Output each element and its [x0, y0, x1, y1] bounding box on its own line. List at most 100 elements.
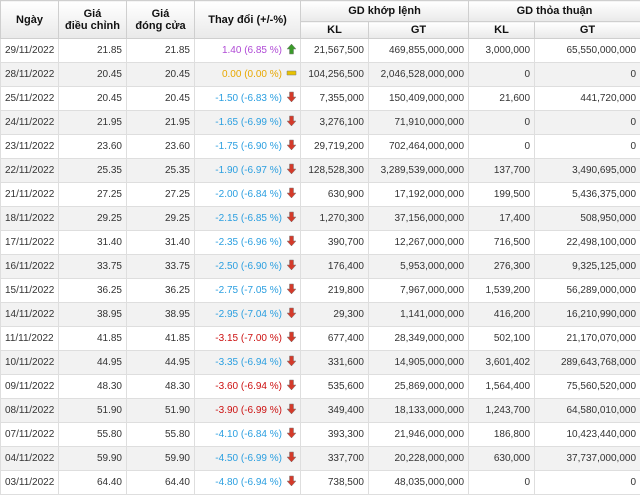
cell-date: 04/11/2022	[0, 446, 59, 471]
cell-negotiated-value: 75,560,520,000	[534, 374, 640, 399]
cell-negotiated-volume: 137,700	[468, 158, 536, 183]
cell-matched-value: 48,035,000,000	[367, 470, 470, 495]
arrow-down-icon	[286, 355, 297, 367]
cell-close-price: 23.60	[126, 134, 195, 159]
cell-matched-value: 28,349,000,000	[367, 326, 470, 351]
change-value: 1.40 (6.85 %)	[221, 45, 282, 56]
change-value: -1.75 (-6.90 %)	[215, 141, 282, 152]
cell-change: -2.75 (-7.05 %)	[194, 278, 301, 303]
table-row: 08/11/2022 51.90 51.90 -3.90 (-6.99 %) 349,4…	[0, 398, 640, 423]
change-value: -3.15 (-7.00 %)	[215, 333, 282, 344]
cell-negotiated-value: 56,289,000,000	[534, 278, 640, 303]
header-negotiated-value[interactable]: GT	[534, 21, 640, 39]
cell-adjusted-price: 20.45	[58, 62, 127, 87]
cell-change: -3.35 (-6.94 %)	[194, 350, 301, 375]
cell-negotiated-value: 10,423,440,000	[534, 422, 640, 447]
arrow-down-icon	[286, 187, 297, 199]
cell-negotiated-value: 16,210,990,000	[534, 302, 640, 327]
cell-matched-volume: 29,719,200	[300, 134, 369, 159]
cell-negotiated-value: 508,950,000	[534, 206, 640, 231]
cell-matched-volume: 29,300	[300, 302, 369, 327]
cell-change: -4.80 (-6.94 %)	[194, 470, 301, 495]
cell-close-price: 33.75	[126, 254, 195, 279]
cell-adjusted-price: 29.25	[58, 206, 127, 231]
cell-date: 17/11/2022	[0, 230, 59, 255]
cell-adjusted-price: 48.30	[58, 374, 127, 399]
cell-adjusted-price: 59.90	[58, 446, 127, 471]
header-adjusted-price-line1: Giá	[83, 7, 102, 20]
header-negotiated-trading: GD thỏa thuận	[468, 0, 640, 22]
header-date[interactable]: Ngày	[0, 0, 59, 39]
header-close-price-line1: Giá	[151, 7, 170, 20]
table-row: 22/11/2022 25.35 25.35 -1.90 (-6.97 %) 128,5…	[0, 158, 640, 183]
header-close-price[interactable]: Giá đóng cửa	[126, 0, 195, 39]
cell-matched-volume: 390,700	[300, 230, 369, 255]
cell-close-price: 21.95	[126, 110, 195, 135]
cell-negotiated-value: 0	[534, 134, 640, 159]
cell-matched-volume: 393,300	[300, 422, 369, 447]
cell-negotiated-volume: 3,000,000	[468, 38, 536, 63]
cell-adjusted-price: 23.60	[58, 134, 127, 159]
cell-adjusted-price: 36.25	[58, 278, 127, 303]
cell-matched-value: 1,141,000,000	[367, 302, 470, 327]
cell-close-price: 20.45	[126, 86, 195, 111]
header-matched-volume[interactable]: KL	[300, 21, 369, 39]
change-value: -3.60 (-6.94 %)	[215, 381, 282, 392]
arrow-down-icon	[286, 259, 297, 271]
cell-matched-volume: 219,800	[300, 278, 369, 303]
cell-negotiated-volume: 186,800	[468, 422, 536, 447]
no-change-icon	[286, 70, 297, 76]
header-change[interactable]: Thay đổi (+/-%)	[194, 0, 301, 39]
change-value: -4.10 (-6.84 %)	[215, 429, 282, 440]
cell-date: 22/11/2022	[0, 158, 59, 183]
change-value: -4.80 (-6.94 %)	[215, 477, 282, 488]
change-value: -2.35 (-6.96 %)	[215, 237, 282, 248]
arrow-down-icon	[286, 331, 297, 343]
cell-matched-value: 469,855,000,000	[367, 38, 470, 63]
cell-change: -4.10 (-6.84 %)	[194, 422, 301, 447]
table-row: 23/11/2022 23.60 23.60 -1.75 (-6.90 %) 29,71…	[0, 134, 640, 159]
cell-close-price: 64.40	[126, 470, 195, 495]
cell-matched-volume: 630,900	[300, 182, 369, 207]
table-row: 17/11/2022 31.40 31.40 -2.35 (-6.96 %) 390,7…	[0, 230, 640, 255]
cell-negotiated-value: 0	[534, 62, 640, 87]
arrow-down-icon	[286, 235, 297, 247]
cell-close-price: 55.80	[126, 422, 195, 447]
cell-date: 11/11/2022	[0, 326, 59, 351]
table-header: Ngày Giá điều chỉnh Giá đóng cửa Thay đổ…	[0, 0, 640, 39]
cell-change: -1.65 (-6.99 %)	[194, 110, 301, 135]
change-value: 0.00 (0.00 %)	[221, 69, 282, 80]
table-row: 24/11/2022 21.95 21.95 -1.65 (-6.99 %) 3,276…	[0, 110, 640, 135]
cell-matched-volume: 331,600	[300, 350, 369, 375]
header-matched-value[interactable]: GT	[367, 21, 470, 39]
cell-date: 10/11/2022	[0, 350, 59, 375]
cell-negotiated-volume: 0	[468, 110, 536, 135]
cell-close-price: 41.85	[126, 326, 195, 351]
table-row: 07/11/2022 55.80 55.80 -4.10 (-6.84 %) 393,3…	[0, 422, 640, 447]
cell-close-price: 21.85	[126, 38, 195, 63]
change-value: -4.50 (-6.99 %)	[215, 453, 282, 464]
cell-change: -2.00 (-6.84 %)	[194, 182, 301, 207]
change-value: -2.00 (-6.84 %)	[215, 189, 282, 200]
header-adjusted-price[interactable]: Giá điều chỉnh	[58, 0, 127, 39]
cell-change: -3.90 (-6.99 %)	[194, 398, 301, 423]
cell-date: 03/11/2022	[0, 470, 59, 495]
cell-change: -2.35 (-6.96 %)	[194, 230, 301, 255]
cell-close-price: 44.95	[126, 350, 195, 375]
cell-matched-value: 5,953,000,000	[367, 254, 470, 279]
cell-close-price: 25.35	[126, 158, 195, 183]
cell-date: 07/11/2022	[0, 422, 59, 447]
cell-change: -3.15 (-7.00 %)	[194, 326, 301, 351]
cell-matched-value: 7,967,000,000	[367, 278, 470, 303]
change-value: -3.90 (-6.99 %)	[215, 405, 282, 416]
cell-adjusted-price: 44.95	[58, 350, 127, 375]
table-row: 09/11/2022 48.30 48.30 -3.60 (-6.94 %) 535,6…	[0, 374, 640, 399]
cell-change: -1.75 (-6.90 %)	[194, 134, 301, 159]
cell-change: 0.00 (0.00 %)	[194, 62, 301, 87]
cell-date: 24/11/2022	[0, 110, 59, 135]
cell-adjusted-price: 51.90	[58, 398, 127, 423]
change-value: -2.95 (-7.04 %)	[215, 309, 282, 320]
header-negotiated-volume[interactable]: KL	[468, 21, 536, 39]
cell-matched-value: 17,192,000,000	[367, 182, 470, 207]
cell-negotiated-value: 0	[534, 470, 640, 495]
